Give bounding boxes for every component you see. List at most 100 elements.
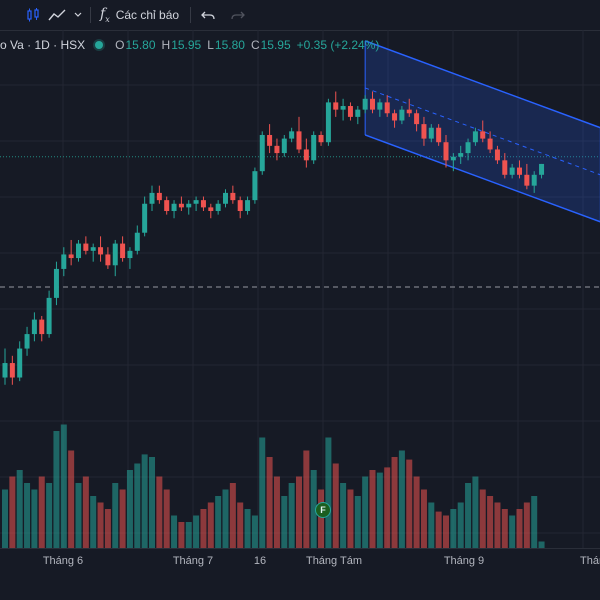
candle-body <box>9 363 15 378</box>
volume-bar <box>2 489 8 548</box>
candle-body <box>333 102 339 110</box>
candle-body <box>325 102 331 143</box>
volume-bar <box>126 470 133 548</box>
volume-bar <box>281 496 288 548</box>
candle-body <box>178 203 184 208</box>
candle-body <box>2 363 8 378</box>
volume-bar <box>384 467 391 548</box>
candle-body <box>193 200 199 204</box>
undo-icon[interactable] <box>198 0 218 30</box>
volume-bar <box>347 489 354 548</box>
candle-body <box>465 142 471 154</box>
candle-body <box>53 268 59 298</box>
candle-body <box>31 319 37 335</box>
volume-bar <box>24 483 31 548</box>
channel-mid-line <box>364 87 600 176</box>
volume-bar <box>149 457 155 548</box>
volume-bar <box>531 496 538 548</box>
candle-body <box>200 200 206 208</box>
candle-body <box>223 192 228 204</box>
volume-bar <box>163 489 170 548</box>
volume-bar <box>68 450 75 548</box>
volume-bar <box>523 502 530 548</box>
volume-bar <box>31 489 38 548</box>
channel-upper-line <box>364 40 600 129</box>
price-chart[interactable] <box>0 30 600 548</box>
volume-bar <box>420 489 427 548</box>
time-axis[interactable]: Tháng 6 Tháng 7 16 Tháng Tám Tháng 9 Thá… <box>0 548 600 573</box>
candle-body <box>230 192 236 201</box>
redo-icon[interactable] <box>228 0 248 30</box>
candle-body <box>171 203 177 211</box>
top-toolbar: fx Các chỉ báo <box>0 0 600 31</box>
volume-bar <box>406 459 413 548</box>
candle-body <box>281 138 287 154</box>
indicators-button[interactable]: fx Các chỉ báo <box>100 0 182 30</box>
candle-body <box>414 113 420 125</box>
candle-body <box>443 142 449 161</box>
candle-body <box>120 243 126 259</box>
volume-bar <box>38 476 45 548</box>
candle-body <box>164 200 170 211</box>
candle-body <box>370 98 375 110</box>
candle-body <box>311 134 317 161</box>
candle-body <box>472 131 478 143</box>
candle-body <box>428 127 434 139</box>
event-badge[interactable]: F <box>315 502 331 518</box>
volume-bar <box>185 522 192 548</box>
volume-bar <box>237 502 244 548</box>
volume-bar <box>413 476 420 548</box>
volume-bar <box>229 483 236 548</box>
volume-bar <box>376 472 383 548</box>
candle-body <box>318 134 324 143</box>
volume-bar <box>465 483 472 548</box>
candle-body <box>377 102 383 110</box>
candle-body <box>90 247 96 251</box>
volume-bar <box>435 511 442 548</box>
candle-body <box>24 334 30 349</box>
volume-bar <box>318 489 325 548</box>
candle-body <box>524 174 530 186</box>
volume-bar <box>222 489 229 548</box>
volume-bar <box>303 450 310 548</box>
volume-bar <box>516 509 523 548</box>
volume-bar <box>200 509 207 548</box>
candles-icon[interactable] <box>22 0 44 30</box>
candle-body <box>340 106 346 110</box>
close-value: 15.95 <box>260 38 291 52</box>
symbol-name[interactable]: o Va · 1D · HSX <box>0 38 86 52</box>
volume-bar <box>450 509 457 548</box>
candle-body <box>39 319 45 335</box>
candle-body <box>392 113 398 121</box>
indicators-label: Các chỉ báo <box>115 8 180 22</box>
volume-bar <box>171 515 178 548</box>
candle-body <box>539 163 545 175</box>
open-value: 15.80 <box>125 38 156 52</box>
candle-body <box>296 131 302 150</box>
volume-bar <box>90 496 97 548</box>
volume-bar <box>538 541 545 548</box>
candle-body <box>259 134 265 172</box>
volume-bar <box>362 476 369 548</box>
candle-body <box>502 160 508 175</box>
candle-body <box>215 203 221 211</box>
candle-body <box>531 174 537 186</box>
candle-body <box>112 243 118 266</box>
line-icon[interactable] <box>46 0 68 30</box>
candle-body <box>208 207 214 211</box>
x-tick-label: Tháng 9 <box>443 555 485 567</box>
chevron-down-icon[interactable] <box>72 0 84 30</box>
candle-body <box>156 192 162 201</box>
fx-icon: fx <box>100 6 110 24</box>
x-tick-label: Tháng 1 <box>580 555 600 567</box>
volume-bar <box>207 502 214 548</box>
volume-bar <box>494 502 501 548</box>
volume-bar <box>340 483 347 548</box>
volume-bar <box>296 476 302 548</box>
low-label: L <box>207 38 214 52</box>
candle-body <box>480 131 486 139</box>
volume-bar <box>193 515 200 548</box>
volume-bar <box>156 476 163 548</box>
volume-bar <box>457 502 464 548</box>
volume-bar <box>288 483 295 548</box>
